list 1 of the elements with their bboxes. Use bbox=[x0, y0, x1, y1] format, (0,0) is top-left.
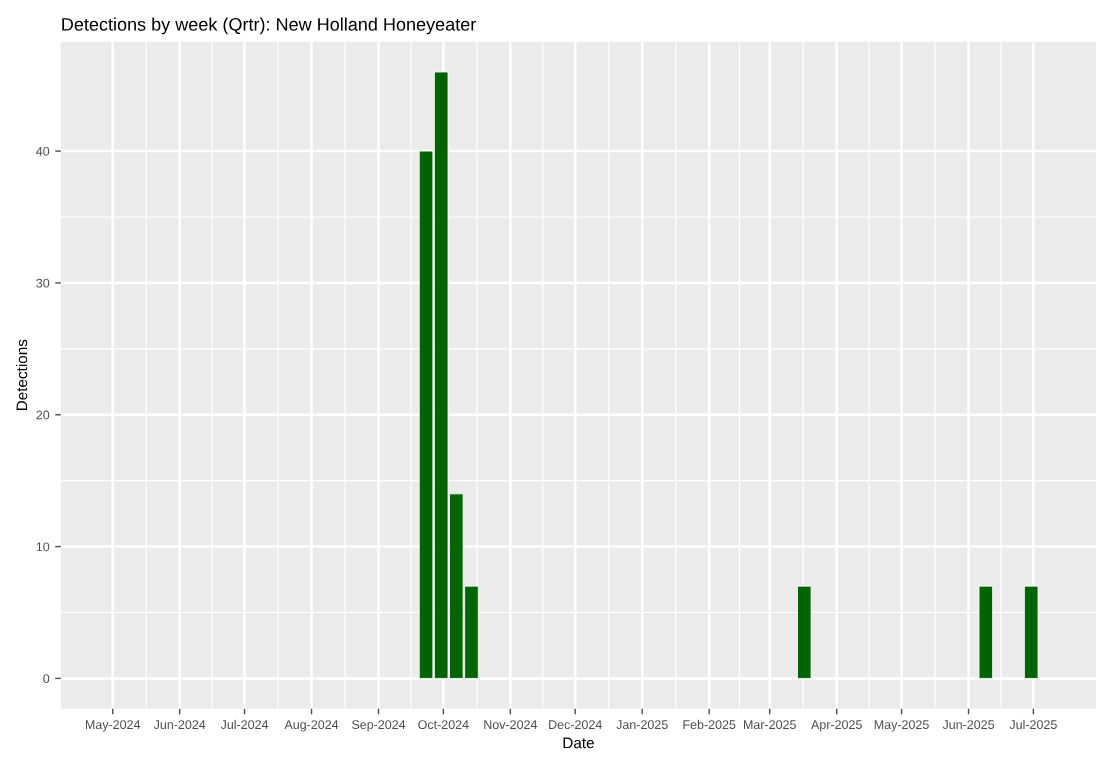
chart-title: Detections by week (Qrtr): New Holland Honeyeater bbox=[62, 17, 476, 35]
